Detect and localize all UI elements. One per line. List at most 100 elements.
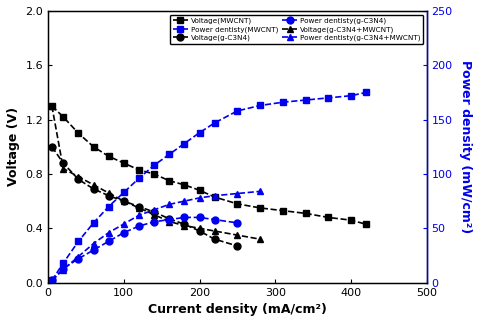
Voltage(MWCNT) [136,168,142,172]
Power dentisty(g-C3N4+MWCNT) [121,222,126,226]
Line: Power dentisty(MWCNT): Power dentisty(MWCNT) [48,89,369,284]
Voltage(MWCNT) [60,115,66,119]
Voltage(MWCNT) [49,104,55,108]
Power dentisty(g-C3N4+MWCNT) [76,255,81,258]
Power dentisty(MWCNT) [197,131,203,135]
Power dentisty(MWCNT) [49,278,55,282]
Voltage(g-C3N4+MWCNT) [49,104,55,108]
Voltage(g-C3N4) [136,205,142,209]
Power dentisty(g-C3N4) [136,224,142,228]
Power dentisty(MWCNT) [348,94,354,98]
Voltage(MWCNT) [91,145,96,149]
Voltage(g-C3N4) [76,177,81,181]
Voltage(g-C3N4) [212,237,217,241]
Power dentisty(g-C3N4+MWCNT) [212,194,217,198]
Voltage(g-C3N4+MWCNT) [166,220,172,224]
Power dentisty(g-C3N4) [235,221,240,225]
Voltage(MWCNT) [235,202,240,206]
Power dentisty(g-C3N4+MWCNT) [91,242,96,245]
Power dentisty(MWCNT) [363,90,369,94]
Voltage(g-C3N4) [121,199,126,203]
Power dentisty(MWCNT) [325,96,331,100]
X-axis label: Current density (mA/cm²): Current density (mA/cm²) [148,303,327,316]
Line: Power dentisty(g-C3N4+MWCNT): Power dentisty(g-C3N4+MWCNT) [48,188,263,284]
Power dentisty(g-C3N4+MWCNT) [197,196,203,200]
Line: Power dentisty(g-C3N4): Power dentisty(g-C3N4) [48,214,241,284]
Power dentisty(MWCNT) [91,221,96,225]
Power dentisty(g-C3N4) [106,239,112,243]
Power dentisty(g-C3N4+MWCNT) [136,213,142,217]
Power dentisty(g-C3N4+MWCNT) [151,208,157,212]
Power dentisty(g-C3N4) [49,278,55,282]
Voltage(g-C3N4) [60,161,66,165]
Power dentisty(g-C3N4) [182,215,187,219]
Power dentisty(MWCNT) [121,191,126,194]
Voltage(MWCNT) [303,212,308,215]
Voltage(g-C3N4) [151,210,157,214]
Power dentisty(g-C3N4) [91,248,96,252]
Voltage(g-C3N4) [49,145,55,149]
Power dentisty(g-C3N4) [121,231,126,234]
Power dentisty(g-C3N4+MWCNT) [166,203,172,206]
Power dentisty(g-C3N4+MWCNT) [257,189,263,193]
Voltage(g-C3N4) [91,187,96,191]
Voltage(MWCNT) [121,161,126,165]
Voltage(MWCNT) [257,206,263,210]
Power dentisty(MWCNT) [76,239,81,243]
Voltage(g-C3N4) [106,194,112,198]
Power dentisty(MWCNT) [182,141,187,145]
Power dentisty(g-C3N4+MWCNT) [235,192,240,195]
Voltage(MWCNT) [151,172,157,176]
Power dentisty(MWCNT) [212,121,217,125]
Voltage(g-C3N4) [197,229,203,233]
Line: Voltage(MWCNT): Voltage(MWCNT) [48,103,369,228]
Voltage(g-C3N4+MWCNT) [235,233,240,237]
Voltage(g-C3N4+MWCNT) [257,237,263,241]
Power dentisty(g-C3N4) [197,215,203,219]
Power dentisty(g-C3N4) [166,218,172,222]
Power dentisty(g-C3N4) [76,257,81,261]
Power dentisty(MWCNT) [136,176,142,180]
Y-axis label: Power density (mW/cm²): Power density (mW/cm²) [459,60,472,234]
Power dentisty(MWCNT) [166,152,172,156]
Voltage(g-C3N4+MWCNT) [76,175,81,179]
Power dentisty(g-C3N4+MWCNT) [106,231,112,234]
Power dentisty(g-C3N4+MWCNT) [49,278,55,282]
Power dentisty(MWCNT) [280,100,285,104]
Voltage(g-C3N4) [166,217,172,221]
Voltage(g-C3N4+MWCNT) [197,226,203,230]
Voltage(g-C3N4+MWCNT) [182,224,187,227]
Voltage(MWCNT) [212,195,217,199]
Voltage(MWCNT) [325,215,331,219]
Voltage(MWCNT) [182,183,187,187]
Voltage(g-C3N4+MWCNT) [212,229,217,233]
Power dentisty(g-C3N4+MWCNT) [60,268,66,272]
Voltage(MWCNT) [76,131,81,135]
Power dentisty(g-C3N4) [151,220,157,224]
Voltage(g-C3N4) [182,222,187,226]
Y-axis label: Voltage (V): Voltage (V) [7,107,20,186]
Line: Voltage(g-C3N4): Voltage(g-C3N4) [48,143,241,249]
Power dentisty(MWCNT) [60,261,66,265]
Voltage(MWCNT) [280,209,285,213]
Voltage(MWCNT) [197,188,203,192]
Power dentisty(MWCNT) [106,205,112,209]
Power dentisty(MWCNT) [303,98,308,102]
Voltage(MWCNT) [166,179,172,183]
Voltage(g-C3N4+MWCNT) [151,213,157,217]
Voltage(MWCNT) [348,218,354,222]
Power dentisty(MWCNT) [257,104,263,108]
Line: Voltage(g-C3N4+MWCNT): Voltage(g-C3N4+MWCNT) [48,103,263,243]
Voltage(MWCNT) [363,222,369,226]
Voltage(g-C3N4+MWCNT) [121,199,126,203]
Voltage(g-C3N4+MWCNT) [91,183,96,187]
Power dentisty(g-C3N4+MWCNT) [182,199,187,203]
Voltage(g-C3N4+MWCNT) [60,167,66,171]
Voltage(MWCNT) [106,154,112,158]
Power dentisty(g-C3N4) [212,218,217,222]
Power dentisty(g-C3N4) [60,266,66,270]
Voltage(g-C3N4+MWCNT) [136,206,142,210]
Voltage(g-C3N4+MWCNT) [106,191,112,195]
Voltage(g-C3N4) [235,244,240,248]
Legend: Voltage(MWCNT), Power dentisty(MWCNT), Voltage(g-C3N4), Power dentisty(g-C3N4), : Voltage(MWCNT), Power dentisty(MWCNT), V… [170,15,423,44]
